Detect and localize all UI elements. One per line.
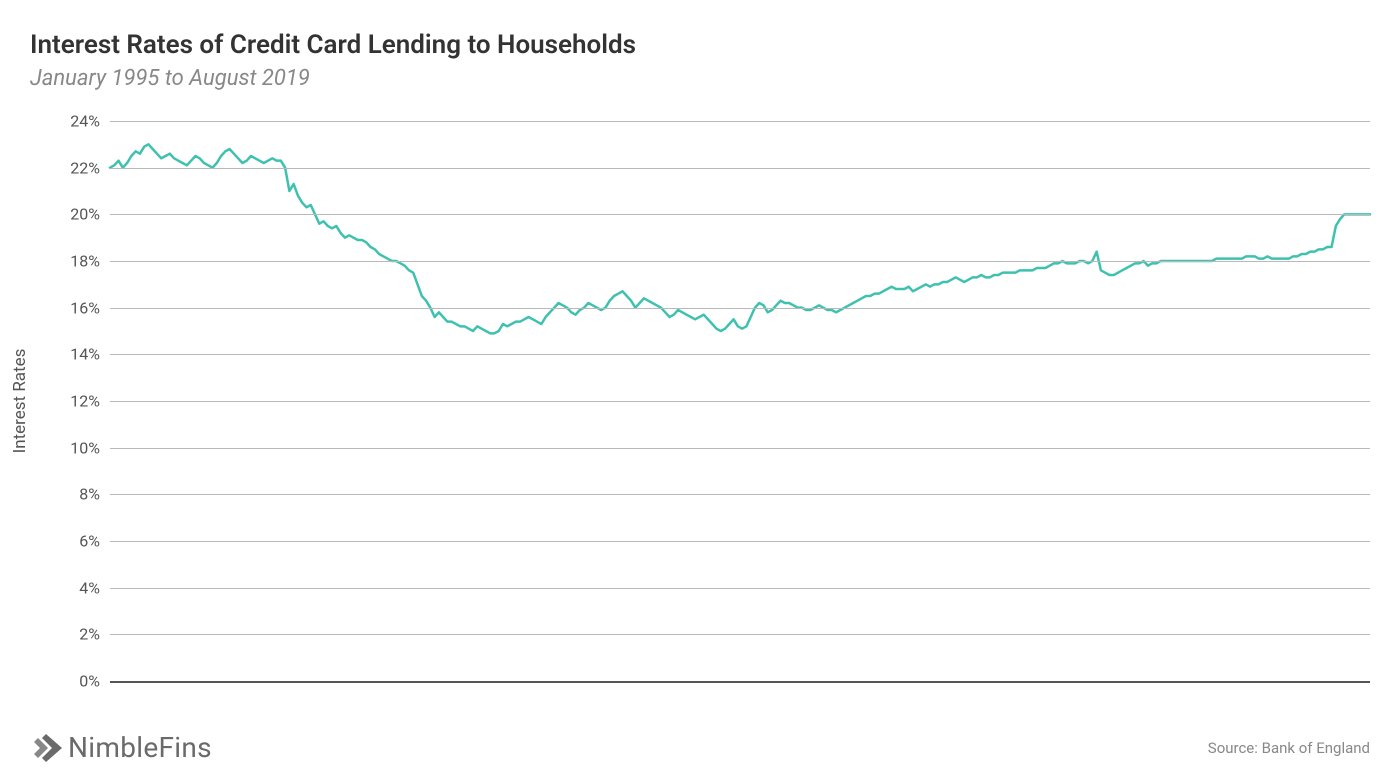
grid-line: [110, 354, 1370, 355]
y-tick-label: 10%: [70, 438, 100, 457]
brand-logo-icon: [30, 734, 62, 762]
y-tick-label: 12%: [70, 392, 100, 411]
chart-subtitle: January 1995 to August 2019: [30, 66, 1370, 91]
grid-line: [110, 261, 1370, 262]
chart-title: Interest Rates of Credit Card Lending to…: [30, 30, 1370, 60]
grid-line: [110, 168, 1370, 169]
grid-line: [110, 401, 1370, 402]
y-tick-label: 14%: [70, 345, 100, 364]
y-tick-label: 20%: [70, 205, 100, 224]
grid-line: [110, 541, 1370, 542]
grid-line: [110, 448, 1370, 449]
y-tick-label: 16%: [70, 298, 100, 317]
grid-line: [110, 121, 1370, 122]
grid-line: [110, 494, 1370, 495]
y-tick-label: 0%: [79, 672, 100, 691]
y-tick-label: 6%: [79, 532, 100, 551]
y-tick-label: 22%: [70, 158, 100, 177]
y-axis-label: Interest Rates: [10, 349, 30, 454]
footer: NimbleFins Source: Bank of England: [30, 731, 1370, 764]
chart-container: Interest Rates 0%2%4%6%8%10%12%14%16%18%…: [30, 121, 1370, 681]
brand: NimbleFins: [30, 731, 212, 764]
y-tick-label: 4%: [79, 578, 100, 597]
x-axis-baseline: [110, 681, 1370, 683]
y-tick-label: 8%: [79, 485, 100, 504]
brand-text: NimbleFins: [68, 731, 212, 764]
y-tick-label: 24%: [70, 112, 100, 131]
y-tick-label: 18%: [70, 252, 100, 271]
y-tick-label: 2%: [79, 625, 100, 644]
data-line: [110, 144, 1370, 333]
grid-line: [110, 634, 1370, 635]
grid-line: [110, 308, 1370, 309]
source-text: Source: Bank of England: [1208, 739, 1370, 757]
plot-area: 0%2%4%6%8%10%12%14%16%18%20%22%24%: [110, 121, 1370, 681]
grid-line: [110, 214, 1370, 215]
grid-line: [110, 588, 1370, 589]
